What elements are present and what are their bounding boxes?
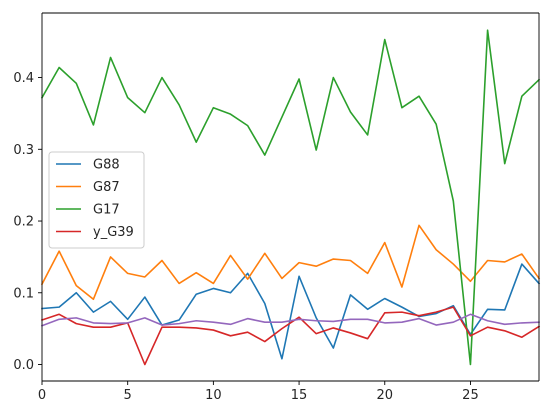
x-tick-label: 10 xyxy=(205,388,222,403)
legend-box xyxy=(48,151,145,249)
series-line-unnamed-4 xyxy=(40,313,540,327)
legend-label: G17 xyxy=(93,203,120,218)
legend-label: G88 xyxy=(93,158,120,173)
y-tick-label: 0.2 xyxy=(13,215,34,230)
axes-frame xyxy=(41,12,540,382)
x-tick-label: 15 xyxy=(291,388,308,403)
legend-label: y_G39 xyxy=(93,225,134,240)
x-axis-ticks: 0 5 10 15 20 25 xyxy=(38,381,479,403)
y-tick-label: 0.4 xyxy=(13,71,34,86)
y-tick-label: 0.1 xyxy=(13,286,34,301)
legend: G88 G87 G17 y_G39 xyxy=(48,151,145,249)
y-tick-label: 0.3 xyxy=(13,143,34,158)
legend-label: G87 xyxy=(93,180,120,195)
series-line-g17 xyxy=(40,29,541,366)
x-tick-label: 5 xyxy=(124,388,132,403)
x-tick-label: 25 xyxy=(462,388,479,403)
y-tick-label: 0.0 xyxy=(13,358,34,373)
x-tick-label: 20 xyxy=(376,388,393,403)
y-axis-ticks: 0.0 0.1 0.2 0.3 0.4 xyxy=(13,71,42,373)
x-tick-label: 0 xyxy=(38,388,46,403)
plot-lines xyxy=(40,29,541,366)
series-line-g87 xyxy=(40,224,541,301)
